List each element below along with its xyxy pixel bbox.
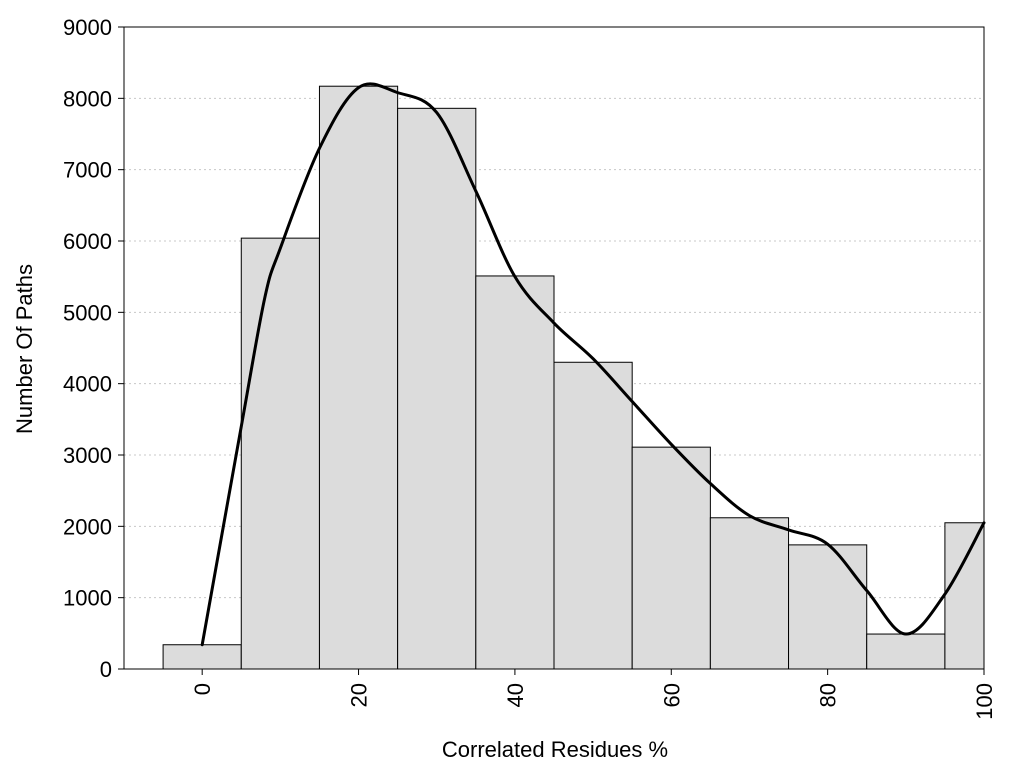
histogram-bars	[162, 85, 985, 670]
histogram-bar	[553, 361, 633, 670]
histogram-bar	[944, 522, 985, 670]
x-tick-label: 60	[659, 683, 684, 707]
histogram-bar	[318, 85, 399, 670]
y-tick-label: 4000	[63, 372, 112, 397]
y-tick-label: 0	[100, 657, 112, 682]
x-tick-label: 80	[816, 683, 841, 707]
y-tick-label: 8000	[63, 86, 112, 111]
histogram-bar	[631, 446, 711, 670]
x-tick-label: 20	[347, 683, 372, 707]
histogram-bar	[866, 633, 946, 670]
y-tick-label: 7000	[63, 158, 112, 183]
histogram-bar	[240, 237, 320, 670]
y-tick-label: 5000	[63, 300, 112, 325]
plot-frame	[123, 26, 985, 670]
y-tick-label: 2000	[63, 514, 112, 539]
y-axis-title: Number Of Paths	[12, 264, 37, 434]
x-tick-label: 40	[503, 683, 528, 707]
x-tick-label: 100	[972, 683, 997, 720]
histogram-bar	[162, 644, 242, 670]
histogram-bar	[475, 275, 555, 670]
y-tick-label: 3000	[63, 443, 112, 468]
x-tick-label: 0	[190, 683, 215, 695]
histogram-bar	[788, 544, 868, 670]
histogram-bar	[397, 107, 477, 670]
y-tick-label: 9000	[63, 15, 112, 40]
x-axis-title: Correlated Residues %	[442, 737, 668, 762]
y-tick-label: 1000	[63, 586, 112, 611]
y-tick-label: 6000	[63, 229, 112, 254]
x-axis: 0 20 40 60 80 100	[190, 669, 997, 720]
density-curve	[200, 82, 986, 647]
histogram-bar	[709, 517, 790, 670]
y-axis: 0 1000 2000 3000 4000 5000 6000 7000 8000 9000	[63, 15, 124, 682]
